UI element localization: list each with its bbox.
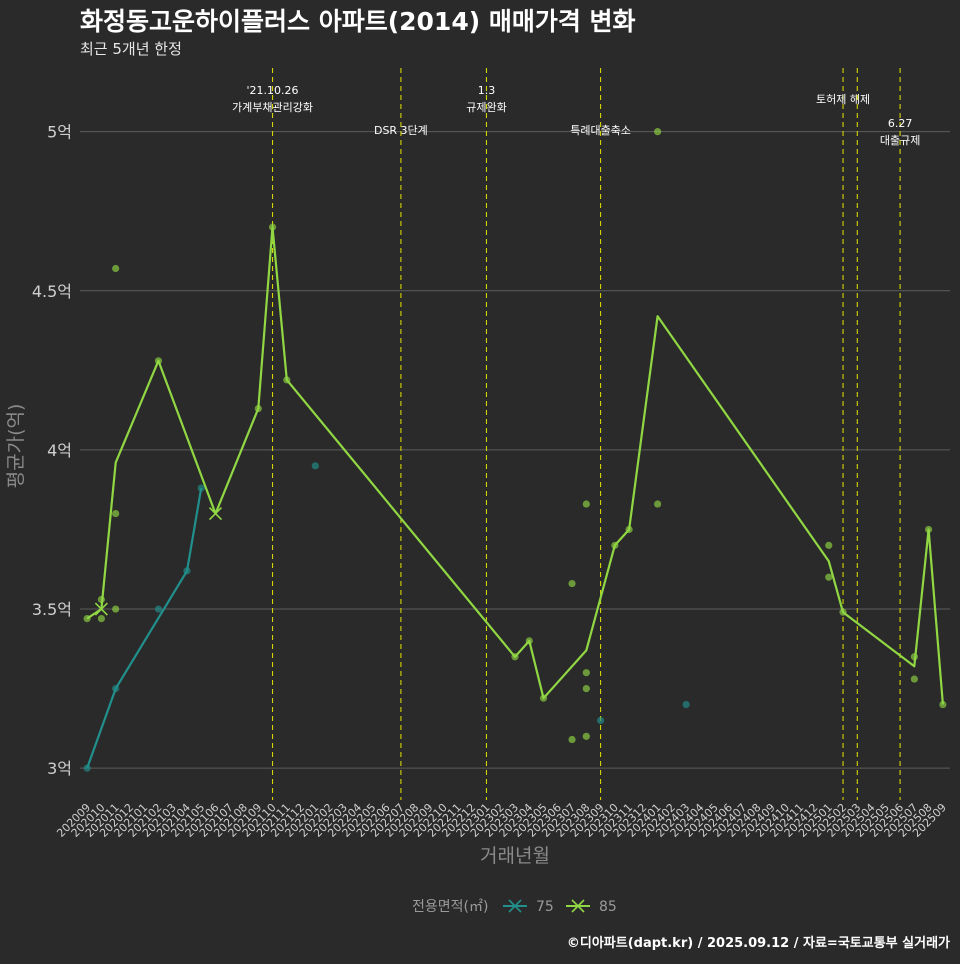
data-point-85: [568, 579, 576, 588]
data-point-85: [939, 700, 947, 709]
data-point-75: [154, 605, 163, 613]
data-point-75: [112, 685, 120, 693]
event-label: 1.3: [478, 84, 496, 97]
legend-swatch-85-x: [571, 899, 585, 913]
data-point-85: [582, 732, 590, 740]
data-point-85: [654, 500, 662, 508]
series-line-75: [86, 487, 203, 769]
y-tick-label: 4.5억: [32, 282, 72, 301]
data-point-85: [825, 573, 833, 581]
data-point-85: [839, 608, 847, 616]
x-tick-layer: 2020092020102020112020122021012021022021…: [54, 801, 949, 840]
event-label: 특례대출축소: [570, 124, 631, 137]
data-point-85: [511, 653, 519, 661]
y-tick-label: 5억: [47, 123, 72, 142]
legend-item-85[interactable]: 85: [566, 899, 617, 915]
data-point-85: [582, 669, 590, 677]
event-label: 규제완화: [466, 101, 506, 114]
legend-item-75[interactable]: 75: [503, 899, 554, 915]
y-axis-title: 평균가(억): [5, 404, 27, 489]
data-point-85: [83, 614, 91, 623]
data-point-75: [596, 716, 605, 725]
y-tick-label: 4억: [47, 441, 72, 460]
data-point-75: [83, 764, 91, 772]
data-point-85: [910, 653, 918, 661]
data-point-75: [682, 700, 690, 709]
point-layer: [83, 128, 947, 772]
data-point-85: [97, 614, 105, 623]
data-point-85: [568, 735, 576, 744]
event-label: 토허제 해제: [816, 92, 870, 106]
data-point-85: [582, 685, 590, 693]
data-point-85: [582, 500, 590, 508]
data-point-85: [611, 541, 619, 549]
legend-swatch-75-x: [508, 899, 522, 913]
data-point-85: [910, 675, 918, 683]
chart-title: 화정동고운하이플러스 아파트(2014) 매매가격 변화: [80, 7, 636, 36]
data-point-85: [283, 376, 291, 384]
data-point-85: [112, 264, 120, 273]
event-label: 6.27: [888, 117, 913, 130]
data-point-85: [625, 525, 633, 534]
data-point-85: [97, 595, 105, 604]
data-point-85: [925, 525, 933, 534]
data-point-85: [268, 223, 277, 231]
data-marker-85: [208, 506, 223, 521]
x-axis-title: 거래년월: [480, 845, 550, 867]
data-point-85: [154, 357, 163, 365]
data-point-85: [525, 637, 533, 645]
event-label: 가계부채관리강화: [232, 101, 313, 114]
event-label: '21.10.26: [247, 84, 299, 97]
legend-title: 전용면적(㎡): [412, 899, 488, 915]
line-layer: [86, 226, 944, 769]
footer-credit: ©디아파트(dapt.kr) / 2025.09.12 / 자료=국토교통부 실…: [567, 935, 950, 951]
series-line-85: [86, 226, 944, 705]
y-tick-label: 3.5억: [32, 600, 72, 619]
data-marker-85: [94, 602, 108, 616]
data-point-75: [183, 567, 191, 575]
legend-label-85: 85: [599, 899, 617, 915]
data-point-75: [311, 462, 319, 470]
data-point-85: [112, 509, 120, 518]
grid-layer: [80, 131, 950, 769]
y-tick-label: 3억: [47, 759, 72, 778]
legend: 전용면적(㎡) 75 85: [412, 899, 617, 915]
data-point-85: [254, 404, 262, 413]
data-point-85: [112, 605, 120, 613]
data-point-85: [654, 128, 662, 136]
data-point-75: [197, 484, 205, 492]
chart-subtitle: 최근 5개년 한정: [80, 40, 182, 58]
data-point-85: [825, 541, 833, 549]
data-point-85: [539, 694, 548, 702]
event-label: 대출규제: [880, 134, 920, 147]
event-label: DSR 3단계: [374, 124, 428, 137]
y-tick-layer: 3억 3.5억 4억 4.5억 5억: [32, 123, 72, 779]
legend-label-75: 75: [536, 899, 554, 915]
